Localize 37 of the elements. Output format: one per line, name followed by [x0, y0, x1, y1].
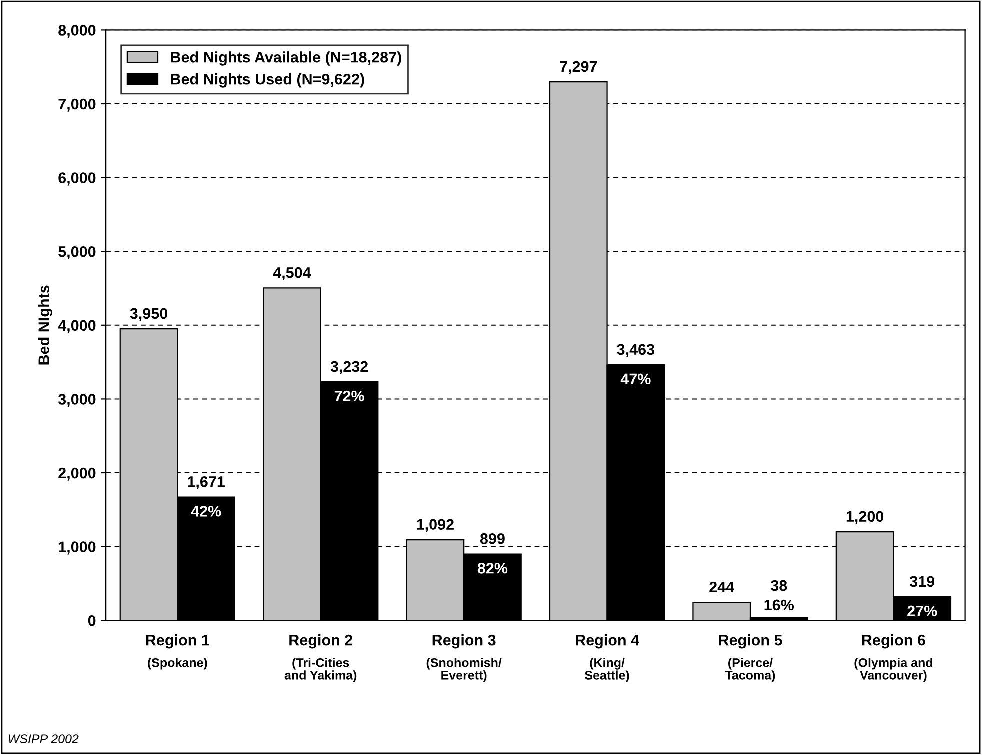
annotation: 27% [908, 606, 938, 617]
data-label: 7,297 [560, 61, 598, 74]
data-label: 319 [910, 576, 935, 588]
x-tick-label: Region 3 (Snohomish/ Everett) [426, 634, 502, 682]
data-label: 899 [480, 533, 505, 544]
x-tick-label: Region 2 (Tri-Cities and Yakima) [284, 634, 357, 682]
y-tick-label: 0 [88, 615, 96, 626]
y-tick-label: 4,000 [58, 320, 96, 334]
text: WSIPP 2002 [8, 734, 79, 744]
data-label: 4,504 [273, 267, 312, 280]
y-tick-label: 8,000 [58, 25, 96, 38]
data-label: 38 [770, 580, 788, 592]
data-label: 244 [710, 582, 735, 592]
legend-label: Bed Nights Available (N=18,287) [171, 52, 402, 66]
annotation: 82% [478, 563, 508, 574]
data-label: 3,463 [617, 344, 654, 358]
annotation: 72% [334, 390, 364, 402]
x-tick-label: Region 6 (Olympia and Vancouver) [854, 634, 932, 682]
annotation: 47% [620, 374, 651, 385]
data-label: 3,950 [130, 308, 168, 322]
y-tick-label: 3,000 [58, 394, 96, 408]
x-tick-label: Region 5 (Pierce/ Tacoma) [719, 634, 782, 682]
y-tick-label: 7,000 [58, 98, 96, 112]
x-tick-label: Region 1 (Spokane) [146, 634, 210, 670]
x-tick-label: Region 4 (King/ Seattle) [576, 634, 640, 682]
data-label: 1,092 [417, 519, 454, 532]
annotation: 42% [191, 506, 222, 517]
y-tick-label: 1,000 [59, 542, 96, 555]
legend-label: Bed Nights Used (N=9,622) [171, 74, 364, 88]
data-label: 1,200 [846, 511, 884, 524]
y-tick-label: 2,000 [58, 468, 96, 481]
y-tick-label: 6,000 [58, 172, 96, 186]
y-axis-title: Bed NIghts [38, 286, 53, 365]
data-label: 3,232 [330, 361, 368, 374]
annotation: 16% [764, 600, 794, 611]
y-tick-label: 5,000 [58, 246, 96, 260]
data-label: 1,671 [188, 476, 225, 490]
